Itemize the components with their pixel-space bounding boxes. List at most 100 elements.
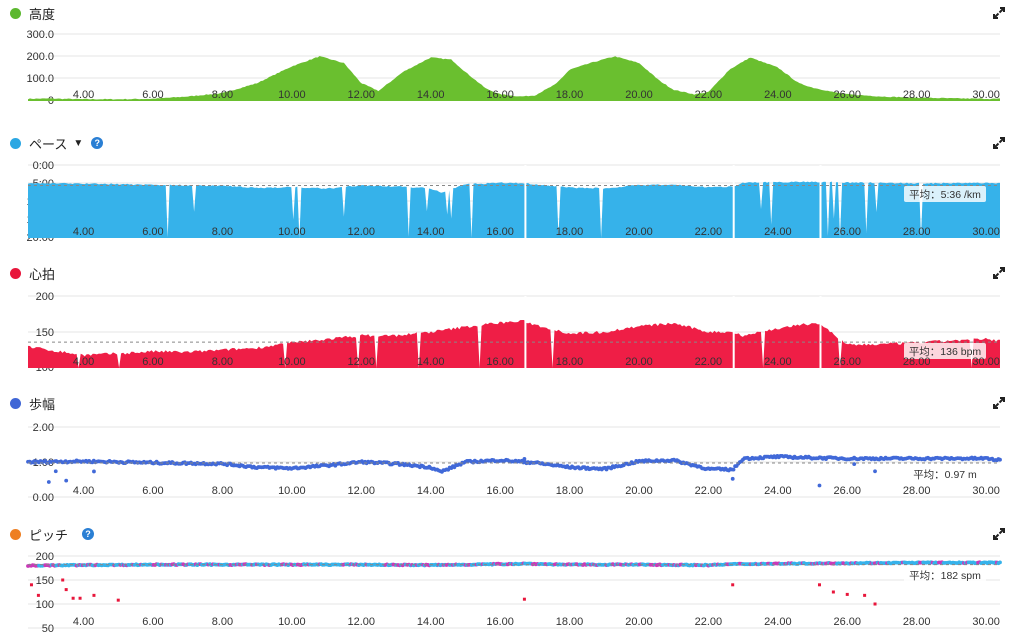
- stride-header: 歩幅: [10, 394, 55, 412]
- expand-icon[interactable]: [992, 527, 1006, 541]
- x-tick-label: 16.00: [486, 616, 514, 628]
- x-tick-label: 28.00: [903, 89, 931, 101]
- outlier-point: [64, 478, 69, 483]
- x-tick-label: 14.00: [417, 356, 445, 368]
- pace-panel: ペース ▼ ?: [0, 134, 1024, 244]
- x-tick-label: 4.00: [73, 226, 94, 238]
- average-label: 平均：5:36 /km: [904, 186, 986, 202]
- help-icon[interactable]: ?: [82, 528, 95, 540]
- x-tick-label: 26.00: [833, 226, 861, 238]
- x-tick-label: 18.00: [556, 226, 584, 238]
- x-tick-label: 30.00: [972, 89, 1000, 101]
- x-tick-label: 4.00: [73, 616, 94, 628]
- cadence-dot: [10, 528, 21, 540]
- x-tick-label: 22.00: [695, 616, 723, 628]
- x-tick-label: 12.00: [347, 356, 375, 368]
- x-tick-label: 24.00: [764, 89, 792, 101]
- heart-rate-title: 心拍: [29, 266, 56, 282]
- altitude-panel: 高度: [0, 4, 1024, 104]
- dropdown-caret-icon[interactable]: ▼: [73, 137, 84, 149]
- x-tick-label: 20.00: [625, 356, 653, 368]
- x-tick-label: 4.00: [73, 485, 94, 497]
- expand-icon[interactable]: [992, 136, 1006, 150]
- pace-dot: [10, 137, 21, 149]
- x-tick-label: 26.00: [833, 485, 861, 497]
- outlier-point: [53, 469, 58, 474]
- outlier-point: [873, 469, 877, 474]
- expand-icon[interactable]: [992, 396, 1006, 410]
- y-tick-label: 150: [36, 575, 54, 587]
- cadence-panel: ピッチ ?: [0, 525, 1024, 635]
- average-label-bg: [904, 186, 986, 202]
- expand-icon[interactable]: [992, 6, 1006, 20]
- pause-gap: [819, 296, 822, 368]
- y-tick-label: 300.0: [26, 29, 54, 41]
- x-tick-label: 28.00: [903, 616, 931, 628]
- stride-point: [998, 457, 1002, 462]
- y-tick-label: 100.0: [26, 73, 54, 85]
- outlier-point: [64, 588, 68, 592]
- x-tick-label: 18.00: [556, 616, 584, 628]
- x-tick-label: 26.00: [833, 616, 861, 628]
- x-tick-label: 12.00: [347, 89, 375, 101]
- x-tick-label: 18.00: [556, 485, 584, 497]
- x-tick-label: 30.00: [972, 226, 1000, 238]
- x-tick-label: 30.00: [972, 616, 1000, 628]
- pause-gap: [732, 165, 735, 238]
- x-tick-label: 20.00: [625, 485, 653, 497]
- x-tick-label: 24.00: [764, 226, 792, 238]
- heart-rate-panel: 心拍: [0, 264, 1024, 374]
- x-tick-label: 22.00: [695, 485, 723, 497]
- x-tick-label: 4.00: [73, 356, 94, 368]
- outlier-point: [92, 593, 96, 597]
- x-tick-label: 14.00: [417, 226, 445, 238]
- y-tick-label: 50: [42, 623, 54, 635]
- y-tick-label: 200: [36, 551, 54, 563]
- heart-rate-header: 心拍: [10, 264, 55, 282]
- x-tick-label: 24.00: [764, 356, 792, 368]
- expand-icon[interactable]: [992, 266, 1006, 280]
- pace-title[interactable]: ペース: [29, 136, 68, 152]
- outlier-point: [71, 596, 75, 600]
- outlier-point: [817, 483, 822, 488]
- average-label-text: 平均：5:36 /km: [909, 189, 981, 201]
- y-tick-label: 0:00: [33, 160, 54, 172]
- x-tick-label: 22.00: [695, 226, 723, 238]
- x-tick-label: 8.00: [212, 485, 233, 497]
- outlier-point: [817, 583, 821, 587]
- x-tick-label: 4.00: [73, 89, 94, 101]
- x-tick-label: 26.00: [833, 89, 861, 101]
- x-tick-label: 16.00: [486, 356, 514, 368]
- outlier-point: [731, 583, 735, 587]
- y-tick-label: 2.00: [33, 422, 54, 434]
- x-tick-label: 18.00: [556, 89, 584, 101]
- outlier-point: [92, 469, 96, 474]
- help-icon[interactable]: ?: [91, 137, 104, 149]
- altitude-title: 高度: [29, 6, 56, 22]
- x-tick-label: 22.00: [695, 89, 723, 101]
- y-tick-label: 200: [36, 291, 54, 303]
- cadence-point: [998, 560, 1002, 565]
- x-tick-label: 10.00: [278, 226, 306, 238]
- outlier-point: [29, 583, 33, 587]
- x-tick-label: 20.00: [625, 616, 653, 628]
- average-label: 平均：0.97 m: [904, 466, 986, 482]
- pause-gap: [524, 165, 527, 238]
- cadence-plot: 200 150 100 50 平均：182 spm 4.00 6.00 8.00 10.00 12…: [26, 551, 1002, 635]
- heart-rate-dot: [10, 267, 21, 279]
- x-tick-label: 6.00: [142, 356, 163, 368]
- x-tick-label: 8.00: [212, 226, 233, 238]
- x-tick-label: 16.00: [486, 89, 514, 101]
- x-tick-label: 26.00: [833, 356, 861, 368]
- x-tick-label: 24.00: [764, 616, 792, 628]
- x-tick-label: 14.00: [417, 89, 445, 101]
- stride-point: [731, 467, 736, 472]
- x-tick-label: 20.00: [625, 89, 653, 101]
- cadence-header: ピッチ ?: [10, 525, 95, 543]
- outlier-point: [730, 476, 735, 481]
- outlier-point: [46, 480, 51, 484]
- outlier-point: [863, 593, 867, 597]
